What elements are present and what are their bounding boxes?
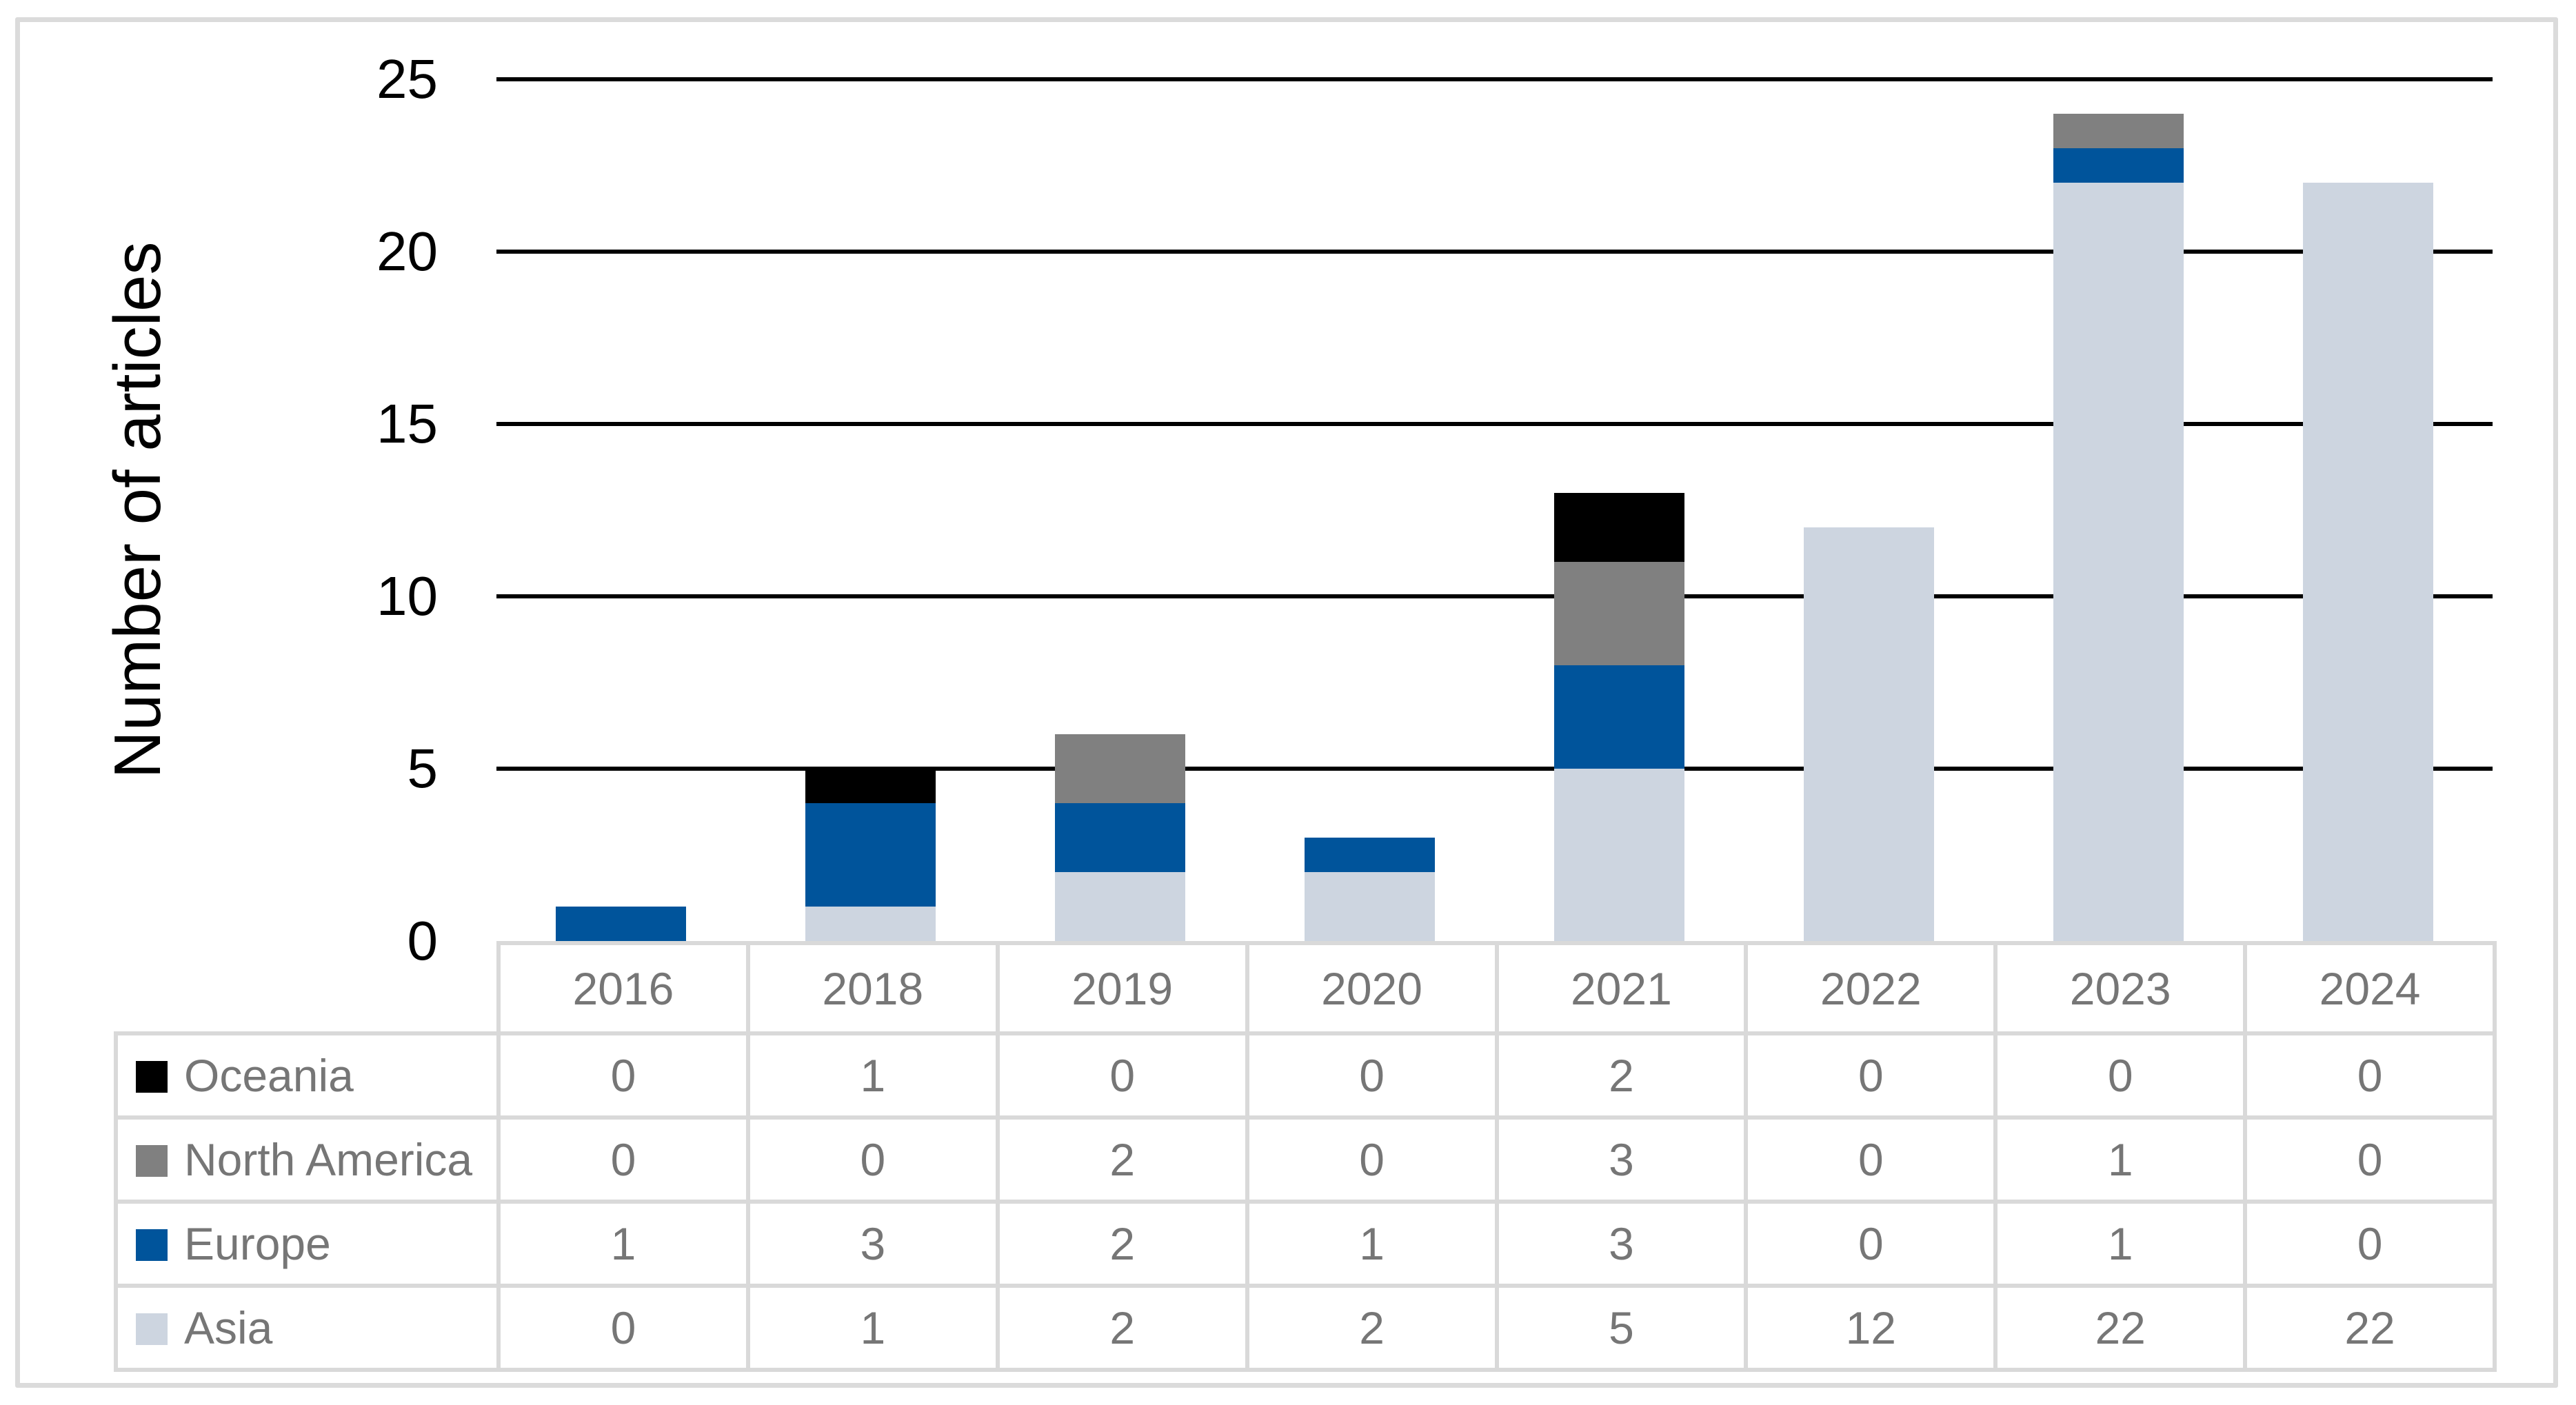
data-table: 2016 2018 2019 2020 2021 2022 2023 2024 Oceania 0…	[114, 941, 2497, 1372]
value-cell-north-america-2021: 3	[1494, 1115, 1749, 1204]
value-cell-europe-2020: 1	[1245, 1200, 1499, 1288]
value-cell-oceania-2021: 2	[1494, 1031, 1749, 1120]
legend-label-north-america: North America	[184, 1134, 473, 1185]
legend-swatch-north-america-icon	[136, 1145, 168, 1177]
year-header-2022: 2022	[1744, 941, 1998, 1035]
table-row-europe: Europe 1 3 2 1 3 0 1 0	[114, 1200, 2497, 1288]
value-cell-asia-2018: 1	[745, 1284, 1000, 1372]
legend-cell-oceania: Oceania	[114, 1031, 501, 1120]
table-row-north-america: North America 0 0 2 0 3 0 1 0	[114, 1115, 2497, 1204]
bar-segment-asia-2018	[805, 907, 936, 941]
value-cell-oceania-2018: 1	[745, 1031, 1000, 1120]
value-cell-north-america-2023: 1	[1993, 1115, 2248, 1204]
gridline-y-5	[496, 767, 2493, 771]
bar-segment-asia-2022	[1803, 527, 1934, 941]
year-header-2019: 2019	[995, 941, 1249, 1035]
gridline-y-25	[496, 77, 2493, 81]
bar-segment-asia-2019	[1055, 872, 1186, 941]
value-cell-asia-2020: 2	[1245, 1284, 1499, 1372]
year-header-2020: 2020	[1245, 941, 1499, 1035]
legend-label-oceania: Oceania	[184, 1050, 354, 1101]
value-cell-europe-2024: 0	[2243, 1200, 2497, 1288]
bar-segment-europe-2020	[1305, 838, 1436, 872]
gridline-y-20	[496, 250, 2493, 254]
value-cell-asia-2024: 22	[2243, 1284, 2497, 1372]
bar-segment-asia-2023	[2053, 183, 2184, 941]
bar-segment-europe-2021	[1553, 665, 1684, 769]
value-cell-north-america-2020: 0	[1245, 1115, 1499, 1204]
year-header-2023: 2023	[1993, 941, 2248, 1035]
value-cell-asia-2021: 5	[1494, 1284, 1749, 1372]
bar-segment-europe-2019	[1055, 803, 1186, 872]
y-tick-label-25: 25	[376, 48, 438, 110]
bar-segment-asia-2020	[1305, 872, 1436, 941]
year-header-2016: 2016	[496, 941, 750, 1035]
year-header-2021: 2021	[1494, 941, 1749, 1035]
bar-segment-asia-2021	[1553, 769, 1684, 941]
y-tick-label-20: 20	[376, 221, 438, 282]
value-cell-europe-2018: 3	[745, 1200, 1000, 1288]
value-cell-oceania-2016: 0	[496, 1031, 750, 1120]
value-cell-asia-2019: 2	[995, 1284, 1249, 1372]
bar-segment-oceania-2018	[805, 769, 936, 803]
y-tick-label-5: 5	[407, 738, 439, 799]
value-cell-north-america-2018: 0	[745, 1115, 1000, 1204]
bar-segment-europe-2023	[2053, 148, 2184, 183]
y-tick-label-15: 15	[376, 393, 438, 454]
value-cell-asia-2023: 22	[1993, 1284, 2248, 1372]
year-header-2018: 2018	[745, 941, 1000, 1035]
value-cell-europe-2023: 1	[1993, 1200, 2248, 1288]
value-cell-oceania-2024: 0	[2243, 1031, 2497, 1120]
bar-segment-north-america-2019	[1055, 734, 1186, 803]
value-cell-asia-2022: 12	[1744, 1284, 1998, 1372]
value-cell-oceania-2020: 0	[1245, 1031, 1499, 1120]
legend-swatch-oceania-icon	[136, 1061, 168, 1093]
legend-swatch-asia-icon	[136, 1313, 168, 1345]
legend-cell-europe: Europe	[114, 1200, 501, 1288]
value-cell-oceania-2023: 0	[1993, 1031, 2248, 1120]
value-cell-europe-2016: 1	[496, 1200, 750, 1288]
value-cell-asia-2016: 0	[496, 1284, 750, 1372]
bar-segment-europe-2016	[556, 907, 687, 941]
legend-cell-north-america: North America	[114, 1115, 501, 1204]
y-axis-title: Number of articles	[101, 241, 174, 779]
year-header-2024: 2024	[2243, 941, 2497, 1035]
gridline-y-15	[496, 422, 2493, 426]
value-cell-europe-2019: 2	[995, 1200, 1249, 1288]
legend-label-asia: Asia	[184, 1302, 273, 1353]
table-header-row: 2016 2018 2019 2020 2021 2022 2023 2024	[116, 941, 2497, 1035]
legend-swatch-europe-icon	[136, 1229, 168, 1261]
value-cell-north-america-2019: 2	[995, 1115, 1249, 1204]
value-cell-north-america-2022: 0	[1744, 1115, 1998, 1204]
bar-segment-north-america-2021	[1553, 562, 1684, 665]
value-cell-oceania-2022: 0	[1744, 1031, 1998, 1120]
bar-segment-north-america-2023	[2053, 114, 2184, 148]
y-tick-label-10: 10	[376, 565, 438, 627]
bar-segment-europe-2018	[805, 803, 936, 907]
legend-label-europe: Europe	[184, 1218, 331, 1269]
gridline-y-10	[496, 594, 2493, 598]
value-cell-europe-2022: 0	[1744, 1200, 1998, 1288]
bar-segment-oceania-2021	[1553, 493, 1684, 562]
value-cell-north-america-2016: 0	[496, 1115, 750, 1204]
value-cell-north-america-2024: 0	[2243, 1115, 2497, 1204]
table-blank-corner	[116, 943, 499, 1033]
table-row-asia: Asia 0 1 2 2 5 12 22 22	[114, 1284, 2497, 1372]
y-tick-label-0: 0	[407, 910, 439, 971]
bar-segment-asia-2024	[2302, 183, 2433, 941]
value-cell-europe-2021: 3	[1494, 1200, 1749, 1288]
legend-cell-asia: Asia	[114, 1284, 501, 1372]
table-row-oceania: Oceania 0 1 0 0 2 0 0 0	[114, 1031, 2497, 1120]
value-cell-oceania-2019: 0	[995, 1031, 1249, 1120]
